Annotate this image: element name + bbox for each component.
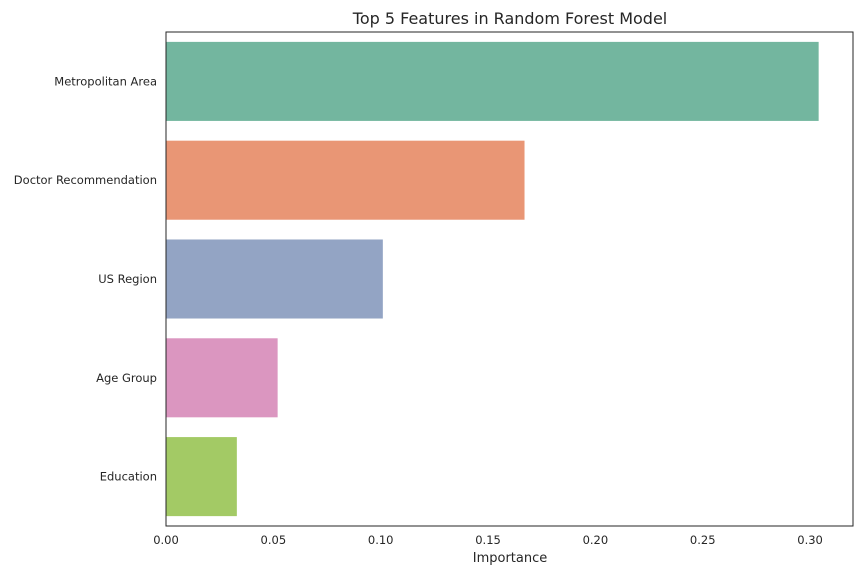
- x-tick-label: 0.10: [368, 533, 394, 547]
- x-axis-label: Importance: [473, 551, 548, 566]
- chart-title: Top 5 Features in Random Forest Model: [352, 9, 667, 28]
- y-axis: Metropolitan Area Doctor Recommendation US…: [14, 74, 157, 483]
- x-tick-label: 0.30: [797, 533, 823, 547]
- bar-age-group: [166, 338, 278, 418]
- bar-doctor-recommendation: [166, 140, 525, 220]
- bar-us-region: [166, 239, 383, 319]
- bar-metropolitan-area: [166, 41, 819, 121]
- x-axis: 0.00 0.05 0.10 0.15 0.20 0.25 0.30: [153, 533, 823, 547]
- bar-education: [166, 437, 237, 517]
- y-tick-label: US Region: [98, 272, 157, 286]
- y-tick-label: Education: [100, 470, 157, 484]
- x-tick-label: 0.15: [475, 533, 501, 547]
- y-tick-label: Metropolitan Area: [54, 74, 157, 88]
- x-tick-label: 0.25: [690, 533, 716, 547]
- bars: [166, 41, 819, 517]
- x-tick-label: 0.00: [153, 533, 179, 547]
- x-tick-label: 0.05: [261, 533, 287, 547]
- y-tick-label: Age Group: [96, 371, 157, 385]
- x-tick-label: 0.20: [583, 533, 609, 547]
- plot-frame: [165, 31, 854, 527]
- y-tick-label: Doctor Recommendation: [14, 173, 157, 187]
